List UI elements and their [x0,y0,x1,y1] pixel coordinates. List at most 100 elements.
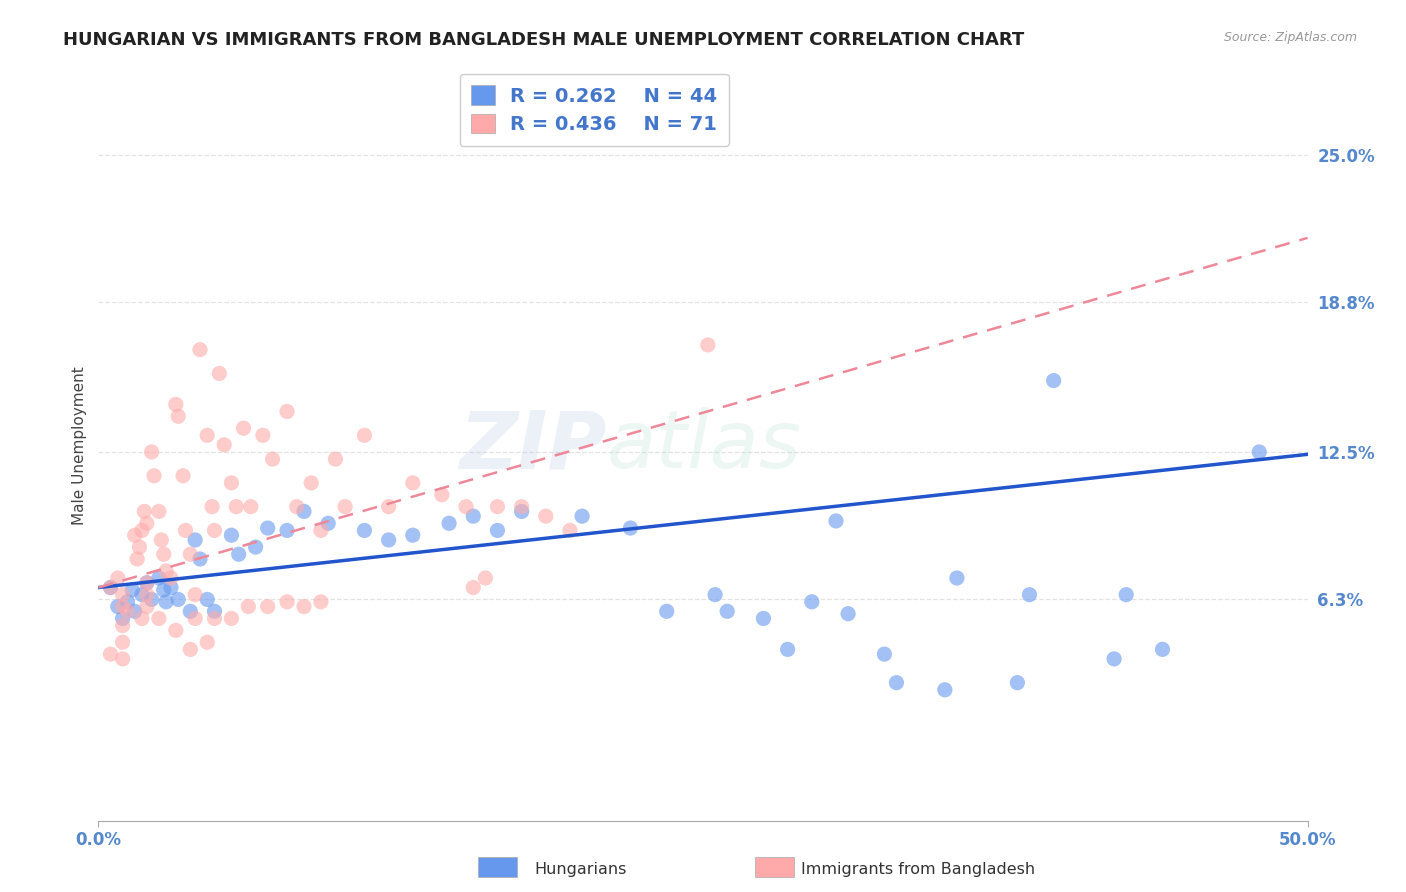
Point [174,524,197,538]
Point [155,564,177,578]
Point [221,611,243,625]
Point [179,547,201,561]
Point [292,599,315,614]
Text: atlas: atlas [606,407,801,485]
Point [124,528,146,542]
Point [117,604,139,618]
Point [825,514,848,528]
Text: Immigrants from Bangladesh: Immigrants from Bangladesh [801,863,1036,877]
Point [135,588,157,602]
Point [204,524,226,538]
Point [377,500,399,514]
Point [100,581,122,595]
Point [135,575,157,590]
Point [179,604,201,618]
Point [534,509,557,524]
Point [148,571,170,585]
Point [131,611,153,625]
Point [111,611,134,625]
Point [100,647,122,661]
Point [117,595,139,609]
Point [262,452,284,467]
Point [402,475,425,490]
Point [184,588,207,602]
Point [195,428,218,442]
Point [100,581,122,595]
Point [256,521,278,535]
Point [134,504,156,518]
Point [716,604,738,618]
Legend: R = 0.262    N = 44, R = 0.436    N = 71: R = 0.262 N = 44, R = 0.436 N = 71 [460,73,728,145]
Point [204,611,226,625]
Point [111,599,134,614]
Point [195,635,218,649]
Point [309,595,332,609]
Point [107,599,129,614]
Point [873,647,896,661]
Point [486,500,509,514]
Point [232,421,254,435]
Point [201,500,224,514]
Point [463,581,485,595]
Point [155,595,177,609]
Point [111,635,134,649]
Point [510,504,533,518]
Point [124,604,146,618]
Point [165,397,187,411]
Point [837,607,859,621]
Point [135,599,157,614]
Point [292,504,315,518]
Point [285,500,308,514]
Text: HUNGARIAN VS IMMIGRANTS FROM BANGLADESH MALE UNEMPLOYMENT CORRELATION CHART: HUNGARIAN VS IMMIGRANTS FROM BANGLADESH … [63,31,1025,49]
Point [143,468,166,483]
Point [1102,652,1125,666]
Point [299,475,322,490]
Point [184,611,207,625]
Point [325,452,347,467]
Point [225,500,247,514]
Point [377,533,399,547]
Point [1152,642,1174,657]
Point [571,509,593,524]
Point [946,571,969,585]
Point [704,588,727,602]
Point [238,599,260,614]
Point [228,547,250,561]
Point [152,547,174,561]
Point [148,504,170,518]
Text: Source: ZipAtlas.com: Source: ZipAtlas.com [1223,31,1357,45]
Point [239,500,262,514]
Point [934,682,956,697]
Point [141,445,163,459]
Point [121,582,143,597]
Point [309,524,332,538]
Point [316,516,339,531]
Point [179,642,201,657]
Text: Hungarians: Hungarians [534,863,627,877]
Point [165,624,187,638]
Text: ZIP: ZIP [458,407,606,485]
Point [208,367,231,381]
Point [276,524,298,538]
Point [184,533,207,547]
Point [172,468,194,483]
Point [886,675,908,690]
Point [195,592,218,607]
Point [107,571,129,585]
Point [204,604,226,618]
Point [353,428,375,442]
Point [128,540,150,554]
Point [696,338,718,352]
Point [486,524,509,538]
Point [111,588,134,602]
Point [1115,588,1137,602]
Point [333,500,356,514]
Point [152,582,174,597]
Point [131,524,153,538]
Point [655,604,678,618]
Point [212,438,235,452]
Point [1042,374,1064,388]
Point [276,404,298,418]
Point [430,488,453,502]
Point [454,500,477,514]
